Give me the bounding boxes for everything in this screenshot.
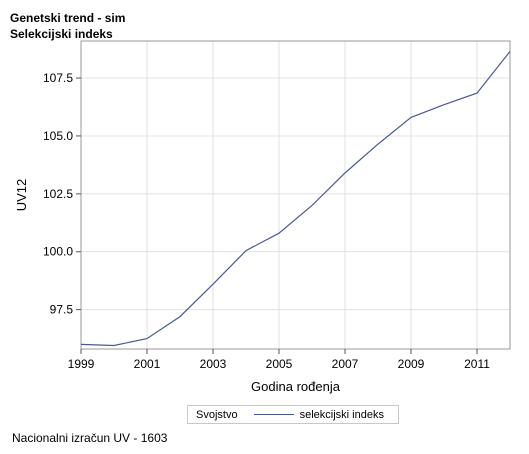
- y-tick-label: 102.5: [43, 187, 73, 201]
- footnote: Nacionalni izračun UV - 1603: [12, 431, 168, 445]
- y-tick-label: 107.5: [43, 71, 73, 85]
- y-tick-label: 97.5: [50, 303, 74, 317]
- plot-frame: [80, 40, 511, 350]
- series-layer: [80, 51, 511, 347]
- y-tick-label: 105.0: [43, 129, 73, 143]
- legend: Svojstvo selekcijski indeks: [187, 405, 399, 424]
- legend-label: selekcijski indeks: [299, 408, 384, 421]
- x-tick-label: 2003: [200, 357, 227, 371]
- x-tick-label: 2001: [134, 357, 161, 371]
- x-axis-title: Godina rođenja: [251, 379, 341, 394]
- y-axis-title: UV12: [14, 179, 29, 212]
- chart-header: Genetski trend - sim Selekcijski indeks: [10, 10, 125, 42]
- chart-title: Genetski trend - sim: [10, 11, 126, 25]
- x-tick-label: 2007: [332, 357, 359, 371]
- axis-ticks: 1999 2001 2003 2005 2007 2009 2011 97.5 100.0 102…: [43, 71, 490, 371]
- legend-swatch-line: [253, 414, 294, 415]
- series-line-selekcijski-indeks: [80, 51, 511, 347]
- grid-lines: [81, 41, 510, 349]
- x-tick-label: 1999: [68, 357, 95, 371]
- x-tick-label: 2009: [398, 357, 425, 371]
- x-tick-label: 2011: [464, 357, 490, 371]
- x-tick-label: 2005: [266, 357, 293, 371]
- chart-subtitle: Selekcijski indeks: [10, 27, 113, 41]
- legend-title: Svojstvo: [196, 408, 238, 421]
- y-tick-label: 100.0: [43, 245, 73, 259]
